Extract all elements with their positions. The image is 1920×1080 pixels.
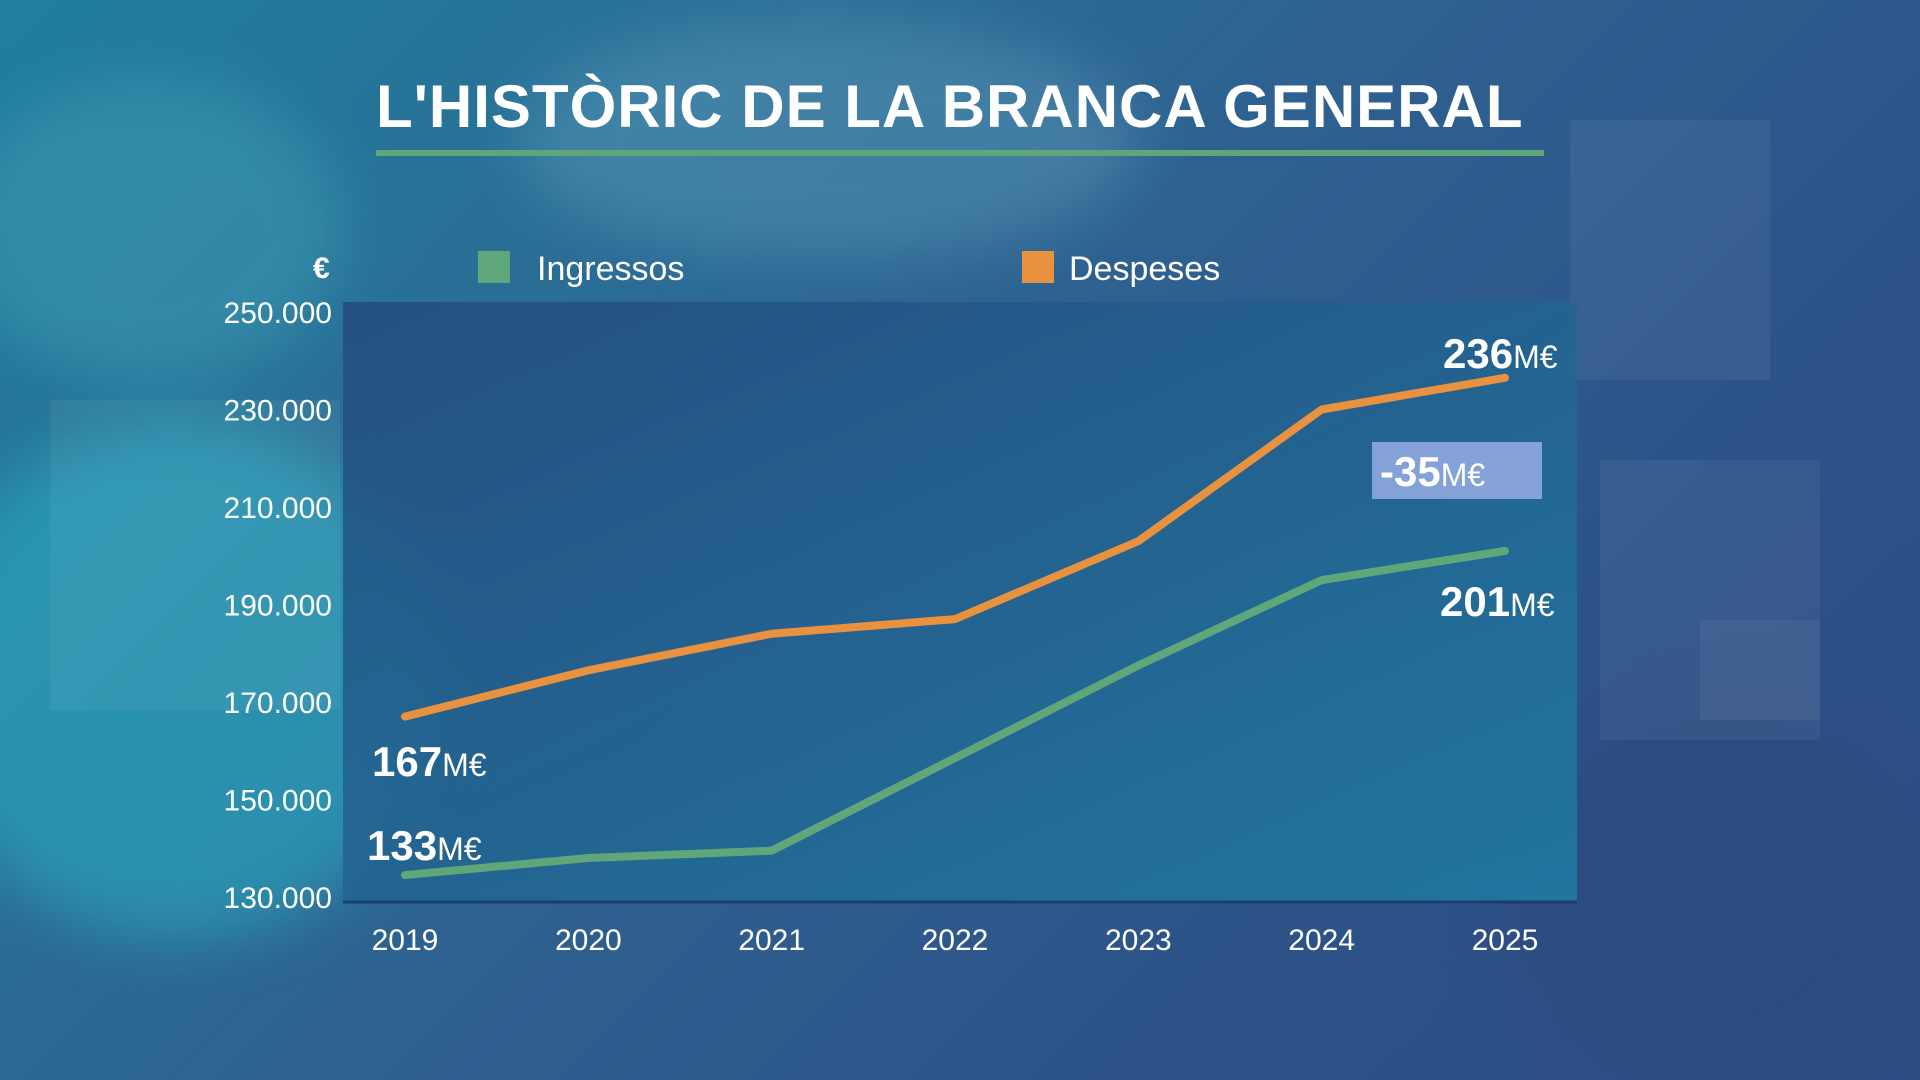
- title-underline: [376, 150, 1544, 156]
- annotations: 167M€ 133M€ 236M€ 201M€ -35M€: [367, 330, 1558, 869]
- x-tick-label: 2019: [372, 924, 439, 957]
- y-axis: 250.000 230.000 210.000 190.000 170.000 150.0…: [224, 297, 332, 915]
- data-point-despeses: [587, 669, 589, 671]
- data-point-ingressos: [1321, 579, 1323, 581]
- data-point-despeses: [1137, 540, 1139, 542]
- chart-title: L'HISTÒRIC DE LA BRANCA GENERAL: [376, 73, 1524, 140]
- x-tick-label: 2021: [738, 924, 805, 957]
- x-axis: 2019 2020 2021 2022 2023 2024 2025: [372, 924, 1539, 957]
- y-tick-label: 130.000: [224, 882, 332, 915]
- data-point-despeses: [954, 618, 956, 620]
- data-point-despeses: [1504, 377, 1506, 379]
- y-tick-label: 210.000: [224, 492, 332, 525]
- y-tick-label: 150.000: [224, 785, 332, 818]
- legend-swatch-ingressos: [478, 251, 510, 283]
- data-label: 133M€: [367, 822, 482, 869]
- data-point-ingressos: [587, 857, 589, 859]
- x-tick-label: 2022: [922, 924, 989, 957]
- data-point-ingressos: [771, 850, 773, 852]
- y-tick-label: 170.000: [224, 687, 332, 720]
- y-axis-unit-label: €: [313, 252, 330, 285]
- legend: Ingressos Despeses: [478, 250, 1220, 288]
- series-lines: [401, 373, 1509, 880]
- data-point-ingressos: [1504, 550, 1506, 552]
- x-tick-label: 2023: [1105, 924, 1172, 957]
- legend-swatch-despeses: [1022, 251, 1054, 283]
- data-label: 236M€: [1443, 330, 1558, 377]
- data-point-despeses: [771, 633, 773, 635]
- legend-label-despeses: Despeses: [1069, 250, 1220, 288]
- data-point-despeses: [404, 716, 406, 718]
- legend-label-ingressos: Ingressos: [537, 250, 684, 288]
- data-point-ingressos: [954, 757, 956, 759]
- y-tick-label: 230.000: [224, 395, 332, 428]
- x-tick-label: 2025: [1472, 924, 1539, 957]
- data-point-ingressos: [404, 874, 406, 876]
- data-point-despeses: [1321, 409, 1323, 410]
- y-tick-label: 190.000: [224, 590, 332, 623]
- x-tick-label: 2020: [555, 924, 622, 957]
- data-label: -35M€: [1380, 448, 1485, 495]
- y-tick-label: 250.000: [224, 297, 332, 330]
- data-label: 201M€: [1440, 578, 1555, 625]
- plot-background: [343, 302, 1577, 902]
- difference-badge: [1372, 442, 1542, 499]
- data-point-ingressos: [1137, 664, 1139, 666]
- data-label: 167M€: [372, 738, 487, 785]
- x-tick-label: 2024: [1288, 924, 1355, 957]
